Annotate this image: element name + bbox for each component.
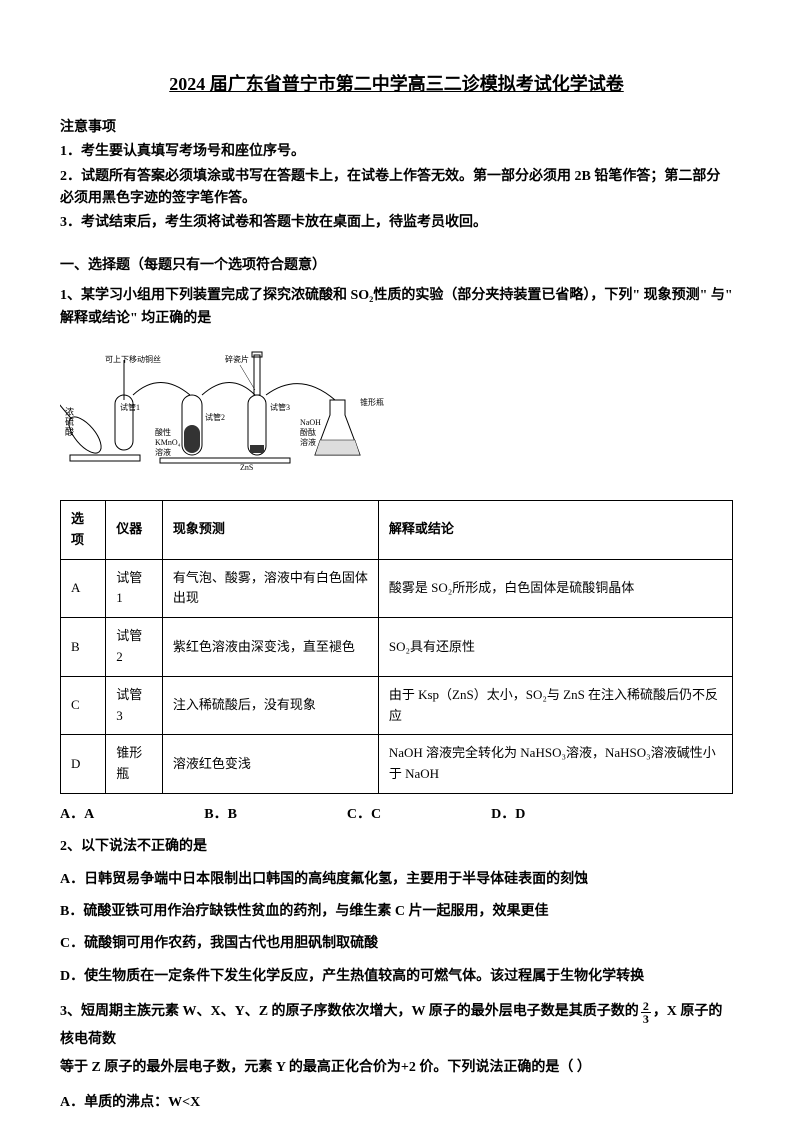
label-zns: ZnS	[240, 463, 253, 472]
table-row: D 锥形瓶 溶液红色变浅 NaOH 溶液完全转化为 NaHSO₃溶液，NaHSO…	[61, 735, 733, 794]
cell: A	[61, 559, 106, 618]
cell: 注入稀硫酸后，没有现象	[162, 676, 378, 735]
label-acid: 浓	[65, 407, 74, 417]
cell: 溶液红色变浅	[162, 735, 378, 794]
q3-opt-a: A．单质的沸点：W<X	[60, 1092, 733, 1114]
svg-text:酸: 酸	[65, 427, 74, 437]
exam-title: 2024 届广东省普宁市第二中学高三二诊模拟考试化学试卷	[60, 70, 733, 99]
cell: 紫红色溶液由深变浅，直至褪色	[162, 618, 378, 677]
cell: NaOH 溶液完全转化为 NaHSO₃溶液，NaHSO₃溶液碱性小于 NaOH	[378, 735, 732, 794]
label-copper-wire: 可上下移动铜丝	[105, 354, 161, 364]
q1-opt-b: B．B	[204, 804, 237, 826]
q2-opt-c: C．硫酸铜可用作农药，我国古代也用胆矾制取硫酸	[60, 933, 733, 955]
table-row: A 试管 1 有气泡、酸雾，溶液中有白色固体出现 酸雾是 SO₂所形成，白色固体…	[61, 559, 733, 618]
svg-text:KMnO₄: KMnO₄	[155, 438, 181, 447]
cell: 试管 3	[106, 676, 163, 735]
cell: 锥形瓶	[106, 735, 163, 794]
section-1-header: 一、选择题（每题只有一个选项符合题意）	[60, 255, 733, 277]
svg-text:酚酞: 酚酞	[300, 427, 316, 437]
apparatus-diagram: 浓 硫 酸 可上下移动铜丝 试管1 酸性 KMnO₄ 溶液 试管2 碎瓷片 Zn…	[60, 340, 410, 490]
notice-item-3: 3．考试结束后，考生须将试卷和答题卡放在桌面上，待监考员收回。	[60, 212, 733, 234]
label-ceramic: 碎瓷片	[225, 354, 249, 364]
fraction-2-3: 23	[641, 1000, 651, 1025]
q3-part3: 等于 Z 原子的最外层电子数，元素 Y 的最高正化合价为+2 价。下列说法正确的…	[60, 1060, 591, 1075]
cell: SO₂具有还原性	[378, 618, 732, 677]
question-1-text: 1、某学习小组用下列装置完成了探究浓硫酸和 SO₂性质的实验（部分夹持装置已省略…	[60, 285, 733, 330]
svg-text:溶液: 溶液	[300, 437, 316, 447]
label-tube3: 试管3	[270, 402, 290, 412]
q2-opt-d: D．使生物质在一定条件下发生化学反应，产生热值较高的可燃气体。该过程属于生物化学…	[60, 966, 733, 988]
question-3-text: 3、短周期主族元素 W、X、Y、Z 的原子序数依次增大，W 原子的最外层电子数是…	[60, 998, 733, 1082]
cell: 有气泡、酸雾，溶液中有白色固体出现	[162, 559, 378, 618]
q2-opt-a: A．日韩贸易争端中日本限制出口韩国的高纯度氟化氢，主要用于半导体硅表面的刻蚀	[60, 869, 733, 891]
question-1-table: 选项 仪器 现象预测 解释或结论 A 试管 1 有气泡、酸雾，溶液中有白色固体出…	[60, 500, 733, 794]
table-row: B 试管 2 紫红色溶液由深变浅，直至褪色 SO₂具有还原性	[61, 618, 733, 677]
cell: 试管 2	[106, 618, 163, 677]
label-naoh-1: NaOH	[300, 418, 321, 427]
q3-part1: 3、短周期主族元素 W、X、Y、Z 的原子序数依次增大，W 原子的最外层电子数是…	[60, 1004, 639, 1019]
cell: 酸雾是 SO₂所形成，白色固体是硫酸铜晶体	[378, 559, 732, 618]
q1-options: A．A B．B C．C D．D	[60, 804, 733, 826]
label-tube1: 试管1	[120, 402, 140, 412]
cell: B	[61, 618, 106, 677]
cell: C	[61, 676, 106, 735]
question-2-text: 2、以下说法不正确的是	[60, 836, 733, 858]
cell: D	[61, 735, 106, 794]
cell: 由于 Ksp（ZnS）太小，SO₂与 ZnS 在注入稀硫酸后仍不反应	[378, 676, 732, 735]
label-kmno4-1: 酸性	[155, 427, 171, 437]
q1-opt-c: C．C	[347, 804, 381, 826]
th-prediction: 现象预测	[162, 500, 378, 559]
table-row: C 试管 3 注入稀硫酸后，没有现象 由于 Ksp（ZnS）太小，SO₂与 Zn…	[61, 676, 733, 735]
th-apparatus: 仪器	[106, 500, 163, 559]
th-explanation: 解释或结论	[378, 500, 732, 559]
notice-item-2: 2．试题所有答案必须填涂或书写在答题卡上，在试卷上作答无效。第一部分必须用 2B…	[60, 166, 733, 211]
svg-text:溶液: 溶液	[155, 447, 171, 457]
notice-header: 注意事项	[60, 117, 733, 139]
q2-opt-b: B．硫酸亚铁可用作治疗缺铁性贫血的药剂，与维生素 C 片一起服用，效果更佳	[60, 901, 733, 923]
svg-text:硫: 硫	[65, 416, 74, 427]
label-flask: 锥形瓶	[360, 397, 384, 407]
cell: 试管 1	[106, 559, 163, 618]
q1-opt-a: A．A	[60, 804, 94, 826]
label-tube2: 试管2	[205, 412, 225, 422]
notice-item-1: 1．考生要认真填写考场号和座位序号。	[60, 141, 733, 163]
th-option: 选项	[61, 500, 106, 559]
q1-opt-d: D．D	[491, 804, 525, 826]
